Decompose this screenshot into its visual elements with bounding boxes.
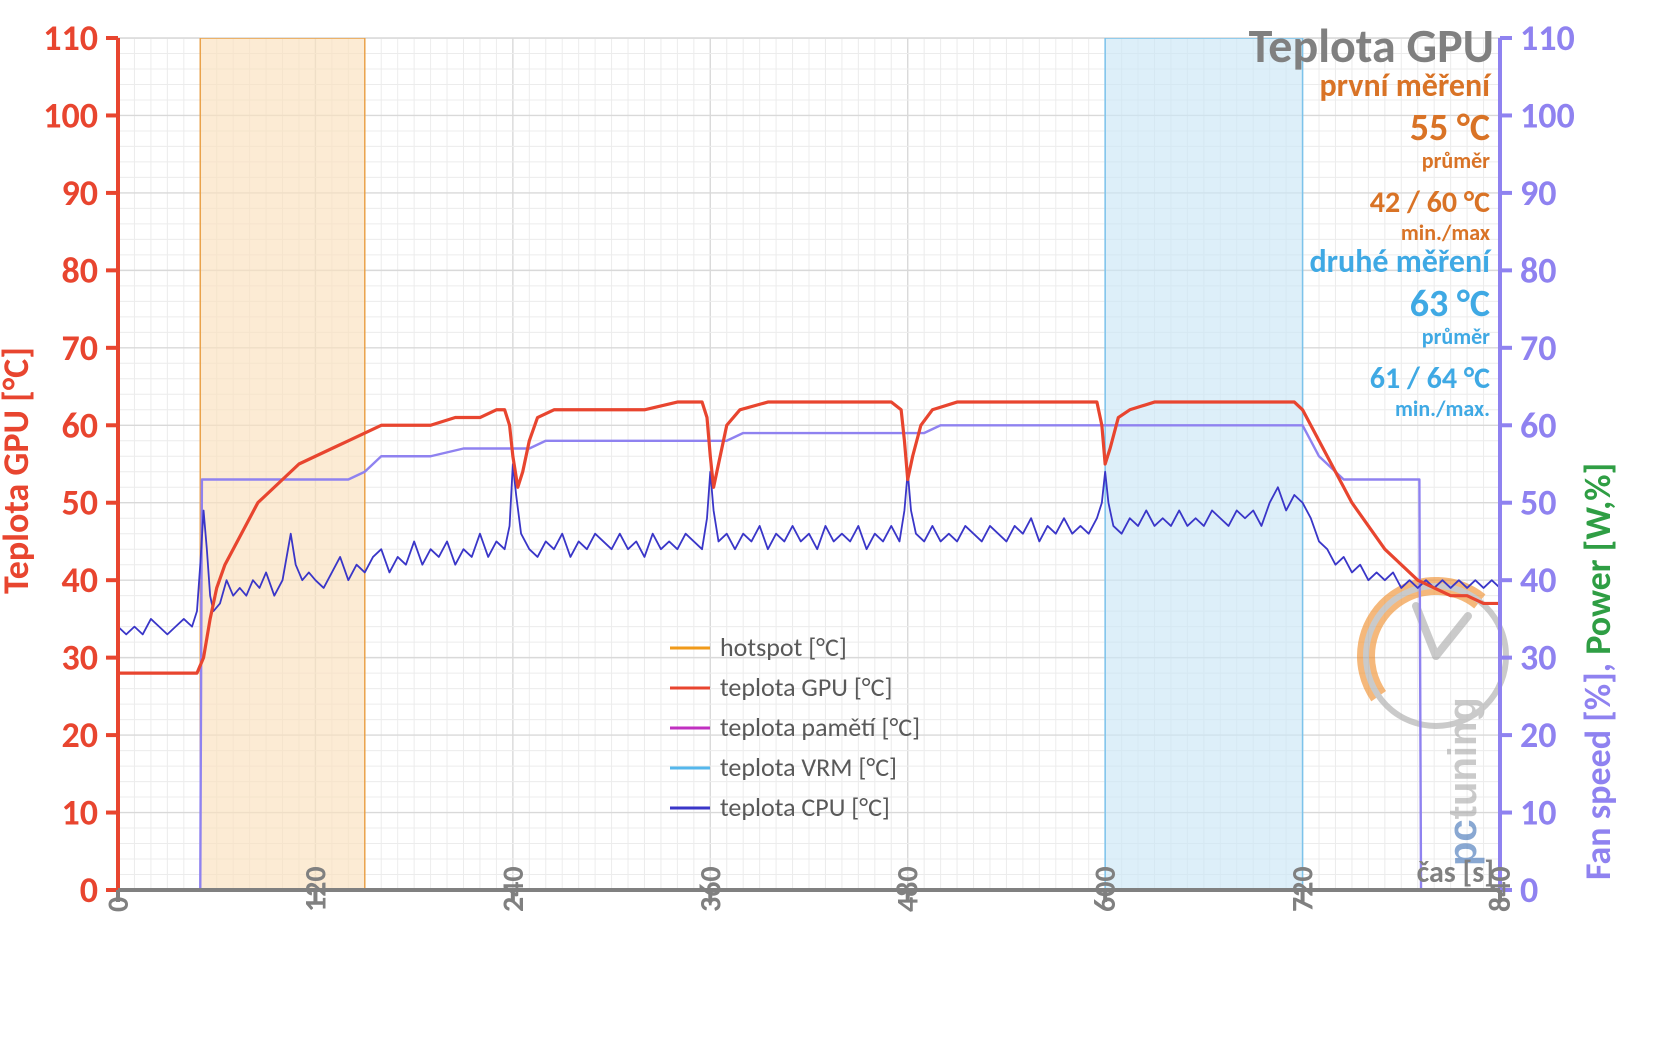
y-left-tick-label: 100 [43,93,98,137]
legend-label: teplota GPU [°C] [720,671,892,703]
legend-label: teplota VRM [°C] [720,751,897,783]
band1 [200,38,365,890]
y-right-tick-label: 40 [1520,558,1557,602]
second-avg-label: průměr [1422,323,1490,350]
y-right-tick-label: 10 [1520,791,1557,835]
second-range: 61 / 64 °C [1370,360,1490,397]
y-left-tick-label: 70 [62,326,99,370]
chart-container: pctuning 0 10 20 30 40 50 60 70 80 90 100 110 0 10 20 30… [0,0,1656,1043]
y-right-tick-label: 60 [1520,403,1557,447]
y-right-tick-label: 110 [1520,16,1575,60]
legend-label: teplota pamětí [°C] [720,711,920,743]
y-left-axis-label: Teplota GPU [°C] [0,347,38,594]
y-left-tick-label: 90 [62,171,99,215]
y-right-tick-label: 70 [1520,326,1557,370]
watermark-text: pctuning [1441,697,1485,866]
x-axis-label: čas [s] [1417,854,1494,891]
x-tick-label: 720 [1285,866,1322,912]
second-value: 63 °C [1410,281,1490,327]
y-right-tick-label: 20 [1520,713,1557,757]
y-left-tick-label: 80 [62,248,99,292]
x-tick-label: 480 [890,866,927,912]
y-left-tick-label: 50 [62,481,99,525]
y-left-tick-label: 0 [80,868,98,912]
y-left-tick-label: 40 [62,558,99,602]
legend-label: hotspot [°C] [720,631,847,663]
y-right-axis-label: Fan speed [%], Power [W,%] [1576,463,1620,880]
x-tick-label: 120 [297,866,334,912]
second-title: druhé měření [1309,242,1492,281]
x-tick-label: 600 [1087,866,1124,912]
x-tick-label: 240 [495,866,532,912]
first-avg-label: průměr [1422,147,1490,174]
y-left-tick-label: 10 [62,791,99,835]
y-left-tick-label: 110 [43,16,98,60]
x-tick-label: 360 [692,866,729,912]
y-right-tick-label: 50 [1520,481,1557,525]
y-left-tick-label: 20 [62,713,99,757]
y-right-tick-label: 0 [1520,868,1538,912]
y-left-tick-label: 30 [62,636,99,680]
legend-label: teplota CPU [°C] [720,791,890,823]
y-left-tick-label: 60 [62,403,99,447]
first-range: 42 / 60 °C [1370,184,1490,221]
first-title: první měření [1319,66,1492,105]
x-tick-label: 0 [100,897,137,912]
band2 [1105,38,1302,890]
y-right-tick-label: 80 [1520,248,1557,292]
y-right-tick-label: 30 [1520,636,1557,680]
y-right-tick-label: 90 [1520,171,1557,215]
first-value: 55 °C [1410,105,1490,151]
y-right-tick-label: 100 [1520,93,1575,137]
second-range-label: min./max. [1395,395,1490,422]
